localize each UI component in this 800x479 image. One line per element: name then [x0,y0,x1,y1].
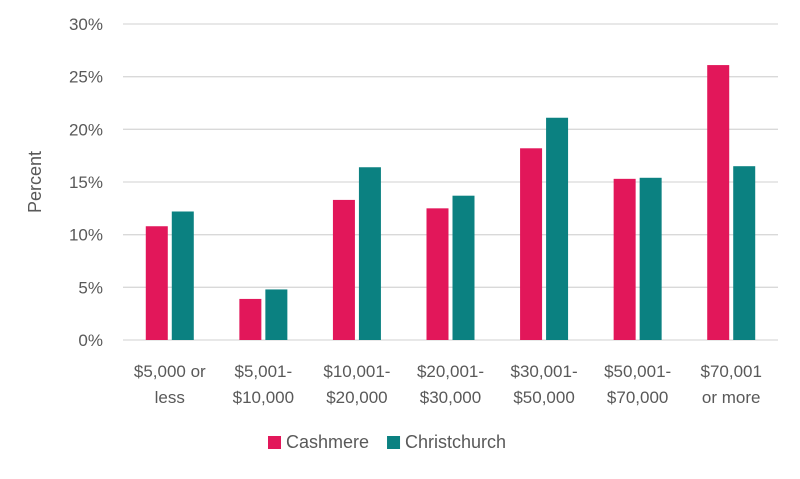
bar-cashmere-5 [613,178,636,340]
x-tick-label: $70,001 or more [700,362,761,407]
y-axis-tick-labels: 0% 5% 10% 15% 20% 25% 30% [69,15,103,350]
legend-swatch-cashmere [268,436,281,449]
bar-cashmere-6 [707,65,730,340]
bar-christchurch-3 [452,195,475,340]
y-tick-label: 30% [69,15,103,34]
legend-label-christchurch: Christchurch [405,432,506,452]
legend: Cashmere Christchurch [268,432,506,452]
bar-cashmere-2 [332,199,355,340]
bar-christchurch-4 [546,117,569,340]
x-tick-label: $50,001-$70,000 [604,362,671,407]
y-tick-label: 15% [69,173,103,192]
bar-christchurch-0 [171,211,194,340]
x-tick-label: $30,001-$50,000 [511,362,578,407]
bars [145,65,756,340]
bar-cashmere-0 [145,226,168,340]
x-axis-tick-labels: $5,000 or less $5,001-$10,000 $10,001-$20,0… [134,362,762,407]
y-tick-label: 25% [69,68,103,87]
gridlines [123,23,778,341]
y-axis-title: Percent [25,151,45,213]
x-tick-label: $10,001-$20,000 [323,362,390,407]
x-tick-label: $5,001-$10,000 [233,362,294,407]
legend-label-cashmere: Cashmere [286,432,369,452]
y-tick-label: 10% [69,226,103,245]
bar-cashmere-1 [239,298,262,340]
bar-christchurch-1 [265,289,288,340]
y-tick-label: 5% [78,278,103,297]
x-tick-label: $5,000 or less [134,362,206,407]
y-tick-label: 20% [69,120,103,139]
bar-christchurch-5 [639,177,662,340]
legend-swatch-christchurch [387,436,401,449]
bar-cashmere-3 [426,208,449,340]
x-tick-label: $20,001-$30,000 [417,362,484,407]
y-tick-label: 0% [78,331,103,350]
bar-christchurch-2 [358,167,381,340]
bar-cashmere-4 [520,148,543,340]
bar-christchurch-6 [733,166,756,340]
